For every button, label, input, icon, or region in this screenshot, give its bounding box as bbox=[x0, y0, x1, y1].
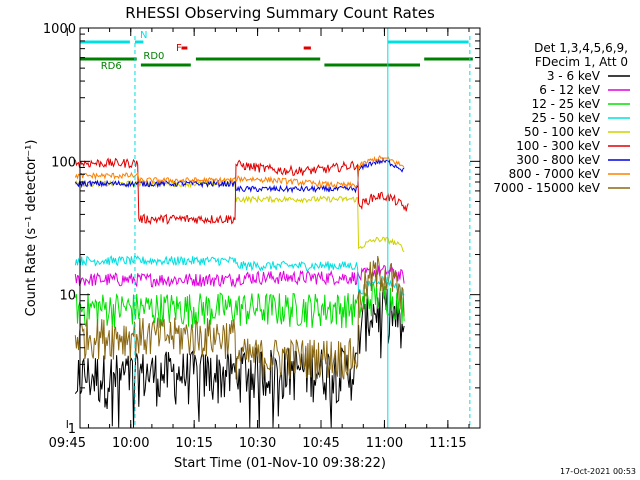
series-line-4 bbox=[74, 255, 405, 297]
legend-label: 50 - 100 keV bbox=[524, 125, 601, 139]
legend-label: 25 - 50 keV bbox=[532, 111, 601, 125]
x-tick-label: 10:45 bbox=[302, 436, 339, 451]
annotation-label-n: N bbox=[140, 30, 147, 41]
x-tick-label: 10:30 bbox=[239, 436, 276, 451]
x-tick-label: 09:45 bbox=[49, 436, 86, 451]
y-axis-label: Count Rate (s⁻¹ detector⁻¹) bbox=[24, 140, 39, 317]
annotation-layer: N RD0 RD6 F bbox=[80, 28, 473, 428]
series-line-6 bbox=[74, 157, 409, 226]
series-line-3 bbox=[74, 281, 405, 329]
chart-title: RHESSI Observing Summary Count Rates bbox=[125, 4, 435, 22]
footer-timestamp: 17-Oct-2021 00:53 bbox=[560, 467, 636, 476]
legend-label: 100 - 300 keV bbox=[516, 139, 600, 153]
legend-label: 800 - 7000 keV bbox=[509, 167, 601, 181]
legend-label: 300 - 800 keV bbox=[516, 153, 600, 167]
x-tick-label: 11:00 bbox=[366, 436, 403, 451]
legend-label: 12 - 25 keV bbox=[532, 97, 601, 111]
plot-frame bbox=[79, 27, 481, 429]
y-tick-label: 10 bbox=[59, 289, 76, 304]
legend-label: 6 - 12 keV bbox=[539, 83, 601, 97]
series-line-2 bbox=[74, 264, 405, 288]
legend-label: 7000 - 15000 keV bbox=[493, 181, 600, 195]
x-tick-label: 10:15 bbox=[175, 436, 212, 451]
legend: Det 1,3,4,5,6,9,FDecim 1, Att 03 - 6 keV… bbox=[493, 41, 630, 195]
legend-header-line: Det 1,3,4,5,6,9, bbox=[534, 41, 628, 55]
y-tick-label: 1 bbox=[68, 422, 76, 437]
y-tick-label: 100 bbox=[51, 155, 76, 170]
series-line-9 bbox=[74, 255, 405, 381]
y-tick-label: 1000 bbox=[43, 22, 76, 37]
tick-layer: 09:45 10:00 10:15 10:30 10:45 11:00 11:15 1 10 10… bbox=[43, 22, 480, 451]
series-line-7 bbox=[74, 157, 405, 194]
mark-layer bbox=[74, 154, 409, 428]
series-line-8 bbox=[74, 154, 405, 190]
annotation-label-f: F bbox=[176, 43, 182, 54]
series-line-5 bbox=[74, 179, 405, 253]
legend-label: 3 - 6 keV bbox=[547, 69, 601, 83]
annotation-label-rd6: RD6 bbox=[101, 61, 122, 72]
x-tick-label: 11:15 bbox=[429, 436, 466, 451]
x-tick-label: 10:00 bbox=[112, 436, 149, 451]
legend-header-line: FDecim 1, Att 0 bbox=[535, 55, 628, 69]
series-line-1 bbox=[74, 286, 405, 428]
annotation-label-rd0: RD0 bbox=[143, 51, 164, 62]
x-axis-label: Start Time (01-Nov-10 09:38:22) bbox=[174, 456, 386, 471]
